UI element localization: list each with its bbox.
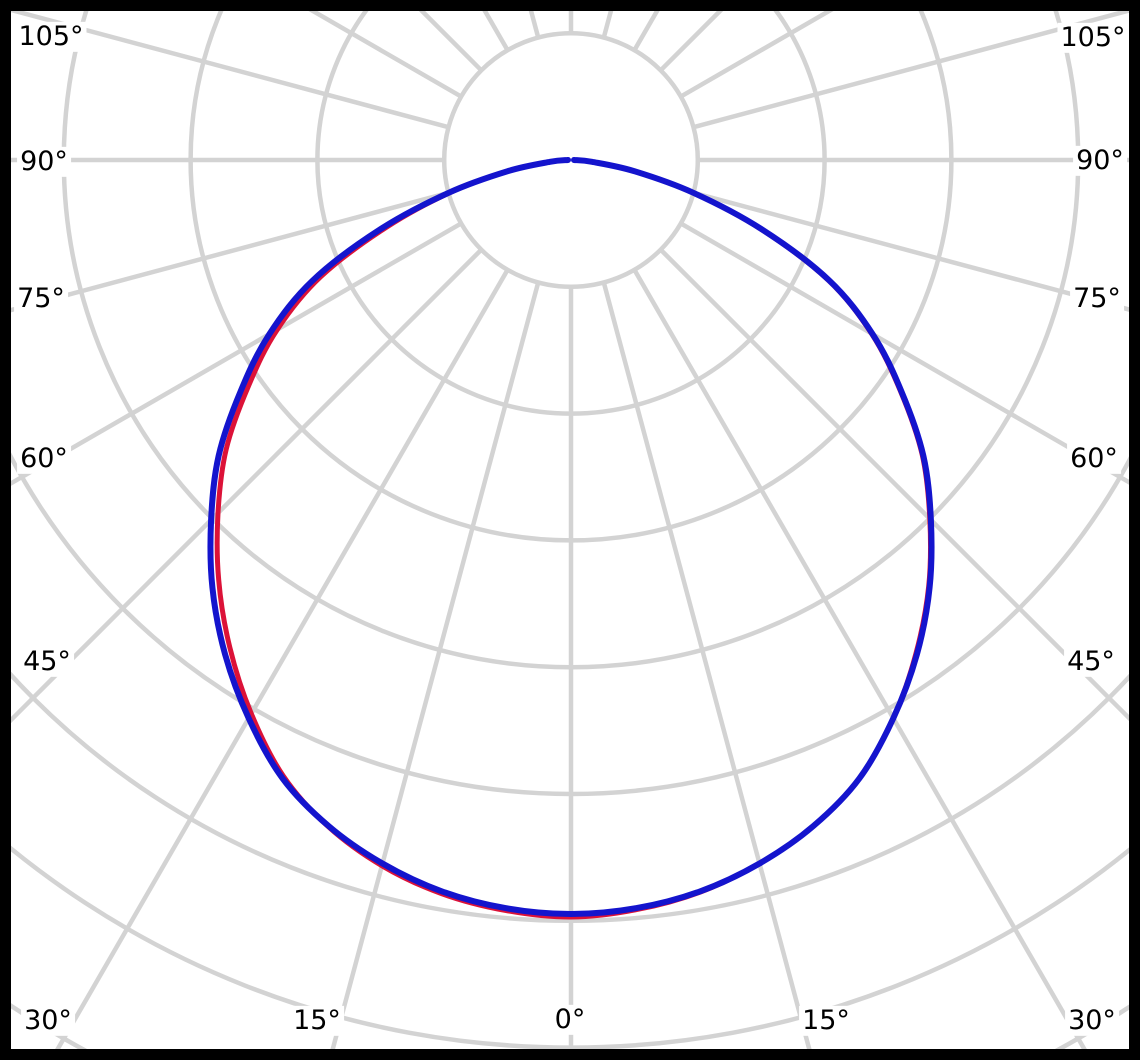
angle-tick-label-bottom: 15° [290,1005,344,1037]
angle-tick-label-right: 45° [1064,646,1118,678]
angle-tick-label-right: 105° [1057,22,1129,54]
angle-tick-label-bottom: 0° [551,1004,589,1036]
angle-tick-label-left: 105° [15,21,87,53]
angle-tick-label-bottom: 15° [799,1005,853,1037]
angle-tick-label-left: 45° [20,646,74,678]
angle-tick-label-right: 75° [1070,283,1124,315]
angle-tick-label-left: 60° [17,443,71,475]
angle-tick-label-right: 30° [1065,1005,1119,1037]
angle-tick-label-left: 75° [14,283,68,315]
angle-tick-label-left: 30° [21,1005,75,1037]
blue-curve [207,157,935,918]
angle-tick-label-right: 60° [1067,443,1121,475]
angle-tick-label-right: 90° [1073,145,1127,177]
angle-tick-label-left: 90° [17,146,71,178]
